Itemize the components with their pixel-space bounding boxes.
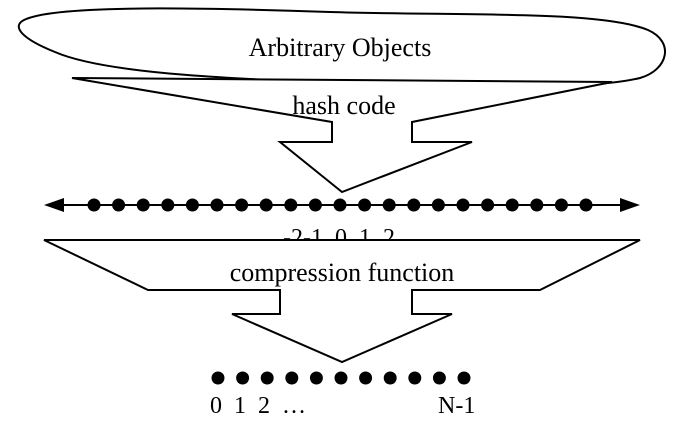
integer-dot <box>579 198 593 212</box>
integer-dot <box>333 198 347 212</box>
range-dot <box>359 371 373 385</box>
range-dot <box>457 371 471 385</box>
objects-blob <box>17 7 666 89</box>
left-arrowhead <box>44 198 64 212</box>
range-dot <box>432 371 446 385</box>
integer-dot <box>210 198 224 212</box>
compression-label: compression function <box>230 258 455 287</box>
hash-code-arrow <box>71 77 613 194</box>
integer-dot <box>358 198 372 212</box>
integer-dot <box>530 198 544 212</box>
integer-dot <box>235 198 249 212</box>
integer-dot <box>284 198 298 212</box>
integer-dot <box>136 198 150 212</box>
integer-dot <box>456 198 470 212</box>
integer-dot <box>185 198 199 212</box>
compression-arrow <box>43 239 641 364</box>
range-dots <box>211 371 471 385</box>
integer-dot <box>382 198 396 212</box>
range-dot <box>236 371 250 385</box>
range-dot <box>285 371 299 385</box>
range-label-left: 0 1 2 … <box>210 393 306 419</box>
integer-dot <box>259 198 273 212</box>
objects-label: Arbitrary Objects <box>249 33 432 62</box>
integer-dot <box>308 198 322 212</box>
integer-dot <box>161 198 175 212</box>
integer-dot <box>505 198 519 212</box>
range-dot <box>211 371 225 385</box>
range-label-right: N-1 <box>438 393 475 419</box>
hash-code-label: hash code <box>292 91 395 120</box>
range-dot <box>383 371 397 385</box>
integer-dot <box>431 198 445 212</box>
range-dot <box>309 371 323 385</box>
integer-dot <box>407 198 421 212</box>
integer-dot <box>112 198 126 212</box>
integer-dot <box>554 198 568 212</box>
integer-dot <box>87 198 101 212</box>
right-arrowhead <box>620 198 640 212</box>
integer-dot <box>481 198 495 212</box>
range-dot <box>408 371 422 385</box>
range-dot <box>260 371 274 385</box>
integer-dots <box>87 198 593 212</box>
integer-line <box>44 198 640 212</box>
range-dot <box>334 371 348 385</box>
